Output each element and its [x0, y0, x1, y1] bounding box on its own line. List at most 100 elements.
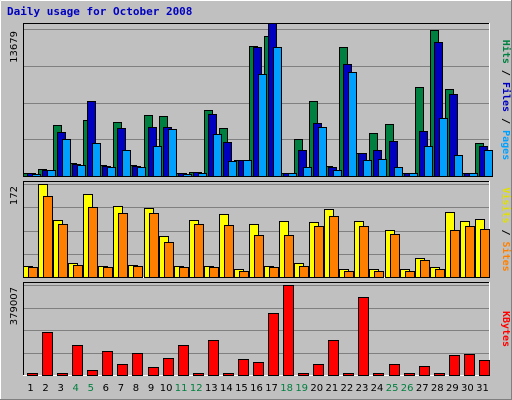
bar	[194, 224, 204, 278]
x-tick-label: 28	[431, 383, 444, 394]
panel-area	[23, 282, 490, 376]
legend-entry: /	[500, 223, 511, 241]
bar	[163, 358, 174, 376]
bar	[223, 373, 234, 376]
bar	[57, 373, 68, 376]
x-tick-label: 5	[88, 383, 94, 394]
bar	[77, 165, 86, 177]
x-tick-label: 13	[205, 383, 218, 394]
bar	[179, 267, 189, 278]
x-tick-label: 7	[118, 383, 124, 394]
x-tick-label: 23	[356, 383, 369, 394]
bar	[224, 225, 234, 278]
bar	[62, 139, 71, 177]
bar	[149, 213, 159, 278]
bar	[435, 269, 445, 278]
bar	[198, 173, 207, 177]
bar	[344, 271, 354, 278]
bar	[133, 266, 143, 278]
bar	[168, 129, 177, 177]
x-tick-label: 30	[461, 383, 474, 394]
bar	[359, 226, 369, 278]
bar	[239, 271, 249, 278]
legend-entry: Hits	[500, 40, 512, 64]
bar	[329, 216, 339, 278]
bar	[213, 134, 222, 177]
x-tick-label: 31	[476, 383, 489, 394]
bar	[164, 242, 174, 278]
bar	[137, 167, 146, 177]
bar	[28, 267, 38, 278]
bar	[268, 313, 279, 376]
bar	[253, 362, 264, 376]
legend-label: Visits / Sites	[500, 187, 512, 271]
bar	[328, 340, 339, 376]
y-max-label: 379007	[9, 287, 20, 325]
bar	[32, 174, 41, 177]
x-tick-label: 11	[175, 383, 188, 394]
bar	[389, 141, 398, 177]
bar	[117, 364, 128, 376]
bar	[102, 351, 113, 376]
legend-label: KBytes	[500, 311, 511, 347]
bar	[27, 373, 38, 376]
x-tick-label: 14	[220, 383, 233, 394]
bar	[405, 271, 415, 278]
legend-entry: /	[500, 64, 511, 82]
bar	[469, 173, 478, 177]
bar	[449, 94, 458, 177]
legend-entry: Files	[500, 82, 512, 112]
legend-label: Hits / Files / Pages	[500, 40, 512, 160]
bar	[424, 146, 433, 177]
bar	[269, 267, 279, 278]
x-tick-label: 10	[160, 383, 173, 394]
bar	[343, 373, 354, 376]
bar	[43, 196, 53, 278]
bar	[223, 142, 232, 177]
x-tick-label: 12	[190, 383, 203, 394]
series-files	[27, 23, 488, 177]
bar	[373, 373, 384, 376]
bar	[87, 101, 96, 177]
bar	[103, 267, 113, 278]
bar	[363, 160, 372, 177]
bar	[243, 160, 252, 177]
x-tick-label: 17	[265, 383, 278, 394]
x-tick-label: 16	[250, 383, 263, 394]
series-sites	[28, 196, 490, 278]
bar	[450, 230, 460, 278]
bar	[374, 271, 384, 278]
bar	[318, 127, 327, 177]
x-tick-label: 9	[148, 383, 154, 394]
bar	[132, 353, 143, 376]
legend-entry: Sites	[500, 242, 512, 272]
y-max-label: 172	[9, 186, 20, 205]
x-tick-label: 18	[280, 383, 293, 394]
bar	[404, 373, 415, 376]
legend-entry: Visits	[500, 187, 512, 223]
x-tick-label: 4	[73, 383, 79, 394]
bar	[390, 234, 400, 278]
x-tick-label: 22	[341, 383, 354, 394]
x-tick-label: 19	[295, 383, 308, 394]
bar	[284, 235, 294, 278]
bar	[42, 332, 53, 376]
bar	[389, 364, 400, 376]
x-tick-label: 15	[235, 383, 248, 394]
bar	[314, 226, 324, 278]
bar	[333, 170, 342, 177]
bar	[58, 224, 68, 278]
y-max-label: 13679	[9, 31, 20, 63]
legend-entry: /	[500, 112, 511, 130]
bar	[122, 150, 131, 177]
bar	[153, 146, 162, 177]
legend-entry: Pages	[500, 130, 511, 160]
bar	[118, 213, 128, 278]
bar	[465, 226, 475, 278]
bar	[283, 285, 294, 376]
bar	[439, 118, 448, 177]
bar	[299, 266, 309, 278]
bar	[288, 173, 297, 177]
